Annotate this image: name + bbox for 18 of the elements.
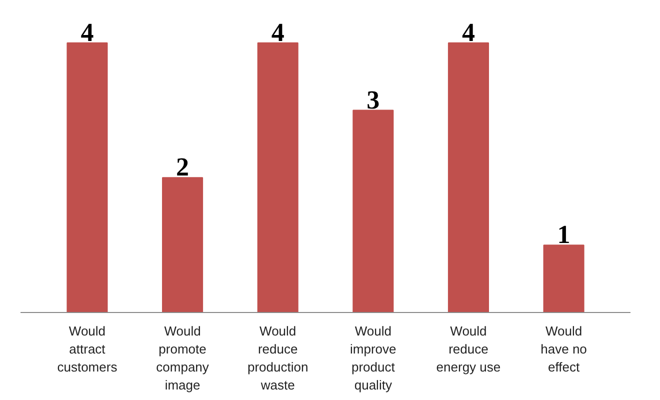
data-label: 4 xyxy=(271,18,284,47)
bar xyxy=(162,177,204,312)
data-label: 3 xyxy=(366,85,380,114)
x-tick-label: Would reduce production waste xyxy=(247,324,308,392)
data-label: 4 xyxy=(80,18,94,47)
bar xyxy=(352,110,394,312)
x-tick-label: Would reduce energy use xyxy=(436,324,501,374)
bar xyxy=(66,42,108,312)
data-label: 4 xyxy=(462,18,475,47)
x-tick-label: Would have no effect xyxy=(540,324,587,374)
x-tick-label: Would attract customers xyxy=(57,324,118,374)
x-tick-label: Would improve product quality xyxy=(350,324,396,392)
data-label: 1 xyxy=(557,220,570,250)
bar xyxy=(257,42,298,312)
data-label: 2 xyxy=(176,152,190,182)
x-tick-label: Would promote company image xyxy=(156,324,210,392)
bar xyxy=(448,42,489,312)
bar xyxy=(543,244,584,312)
